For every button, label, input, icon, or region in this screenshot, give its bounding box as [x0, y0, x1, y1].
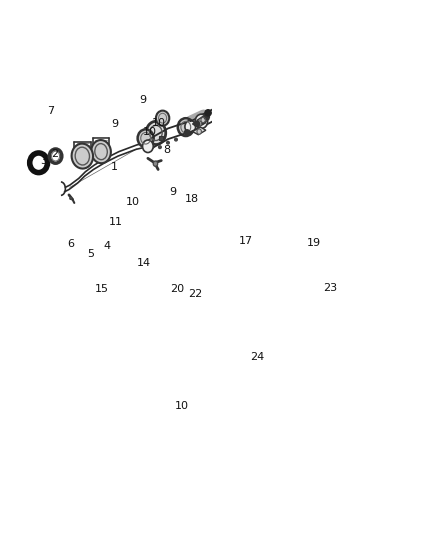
Bar [159, 136, 163, 141]
Text: 10: 10 [152, 118, 166, 127]
Text: 9: 9 [170, 187, 177, 197]
Text: 14: 14 [137, 258, 151, 268]
Text: 23: 23 [323, 282, 337, 293]
Circle shape [194, 122, 200, 127]
Circle shape [298, 26, 304, 31]
Ellipse shape [197, 129, 201, 134]
Polygon shape [192, 119, 206, 127]
Text: 8: 8 [163, 145, 171, 155]
Ellipse shape [290, 41, 301, 53]
Ellipse shape [197, 121, 201, 126]
Ellipse shape [142, 140, 153, 152]
Text: 3: 3 [40, 157, 47, 166]
Polygon shape [293, 118, 307, 126]
Circle shape [205, 110, 211, 116]
Text: 4: 4 [104, 241, 111, 251]
Circle shape [290, 27, 296, 34]
Ellipse shape [185, 120, 196, 133]
Ellipse shape [283, 80, 298, 98]
Text: 20: 20 [170, 284, 184, 294]
Ellipse shape [91, 140, 111, 163]
Circle shape [166, 141, 170, 144]
Circle shape [238, 108, 240, 111]
Circle shape [70, 198, 72, 199]
Text: 10: 10 [174, 401, 188, 411]
Polygon shape [192, 127, 206, 135]
Circle shape [244, 93, 247, 95]
Text: 17: 17 [239, 236, 253, 246]
Ellipse shape [138, 130, 154, 147]
Ellipse shape [253, 114, 257, 119]
Text: 24: 24 [250, 352, 264, 362]
Circle shape [204, 114, 209, 119]
Circle shape [216, 105, 223, 111]
Ellipse shape [297, 75, 308, 89]
Bar [288, 77, 295, 86]
Text: 1: 1 [111, 162, 118, 172]
Circle shape [184, 130, 190, 135]
Polygon shape [197, 116, 209, 124]
Text: 9: 9 [139, 95, 147, 106]
Circle shape [159, 146, 161, 149]
Circle shape [227, 112, 230, 115]
Ellipse shape [178, 118, 194, 136]
Text: 5: 5 [87, 249, 94, 259]
Text: 9: 9 [111, 119, 118, 129]
Text: 10: 10 [143, 126, 157, 136]
Text: 22: 22 [188, 289, 202, 300]
Circle shape [215, 118, 219, 121]
Text: 19: 19 [307, 238, 321, 248]
Text: 11: 11 [108, 217, 122, 227]
Bar [295, 75, 300, 83]
Ellipse shape [153, 161, 158, 166]
Ellipse shape [71, 143, 93, 168]
Text: 2: 2 [51, 149, 58, 159]
Circle shape [175, 138, 177, 141]
Ellipse shape [269, 149, 275, 155]
Ellipse shape [146, 122, 166, 144]
Text: 7: 7 [47, 106, 54, 116]
Bar [284, 44, 290, 53]
Bar [279, 46, 286, 56]
Text: 6: 6 [67, 239, 74, 249]
Text: 15: 15 [95, 285, 109, 294]
Text: 10: 10 [126, 197, 140, 207]
Ellipse shape [255, 90, 268, 104]
Text: 18: 18 [184, 195, 199, 204]
Ellipse shape [156, 111, 170, 126]
Ellipse shape [195, 114, 208, 128]
